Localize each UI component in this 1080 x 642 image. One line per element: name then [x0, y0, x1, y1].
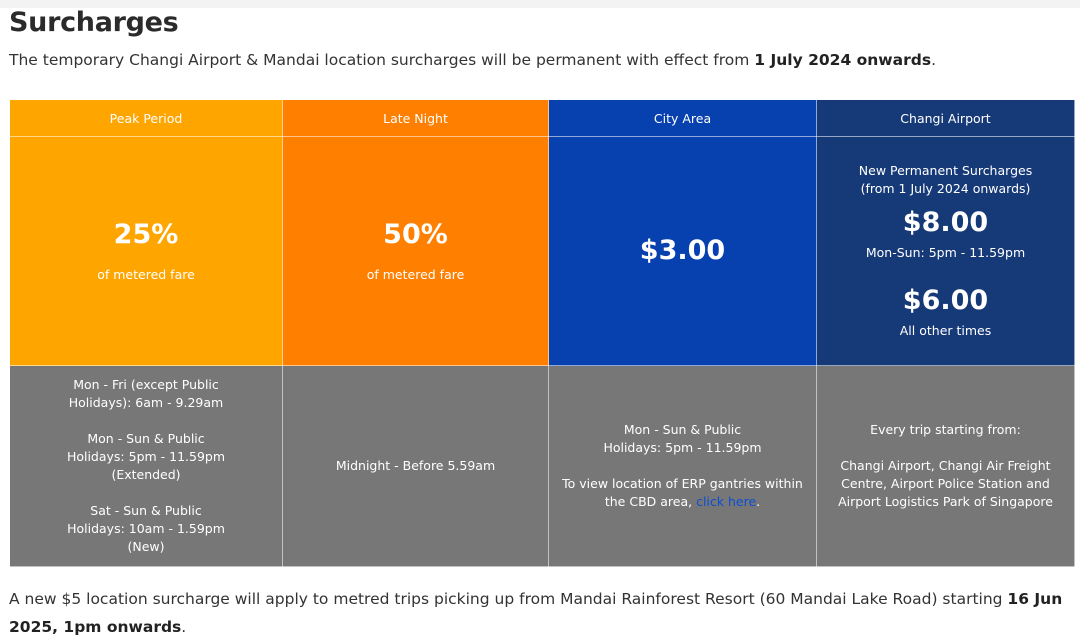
peak-times-line: Sat - Sun & Public	[90, 503, 202, 518]
intro-end: .	[931, 51, 936, 69]
changi-rate-value-1: $8.00	[902, 207, 989, 238]
changi-rate-subheading: (from 1 July 2024 onwards)	[860, 181, 1031, 196]
peak-rate-value: 25%	[113, 219, 179, 250]
intro-body: The temporary Changi Airport & Mandai lo…	[9, 51, 755, 69]
peak-rate-cell: 25% of metered fare	[9, 136, 283, 366]
times-row: Mon - Fri (except Public Holidays): 6am …	[9, 365, 1075, 567]
header-row: Peak Period Late Night City Area Changi …	[9, 99, 1075, 137]
changi-rate-note-1: Mon-Sun: 5pm - 11.59pm	[865, 245, 1026, 260]
changi-times-line: Airport Logistics Park of Singapore	[838, 494, 1053, 509]
changi-rate-cell: New Permanent Surcharges (from 1 July 20…	[816, 136, 1075, 366]
intro-text: The temporary Changi Airport & Mandai lo…	[9, 51, 936, 69]
city-times-line: To view location of ERP gantries within	[562, 476, 803, 491]
footer-body: A new $5 location surcharge will apply t…	[9, 590, 1008, 608]
late-rate-note: of metered fare	[366, 267, 465, 282]
header-peak-period: Peak Period	[9, 99, 283, 137]
peak-times-line: Mon - Fri (except Public	[73, 377, 219, 392]
intro-date: 1 July 2024 onwards	[754, 51, 932, 69]
footer-text: A new $5 location surcharge will apply t…	[9, 585, 1069, 641]
peak-times-cell: Mon - Fri (except Public Holidays): 6am …	[9, 365, 283, 567]
click-here-link[interactable]: click here	[696, 494, 757, 509]
city-times-cell: Mon - Sun & Public Holidays: 5pm - 11.59…	[548, 365, 817, 567]
rate-row: 25% of metered fare 50% of metered fare …	[9, 136, 1075, 366]
changi-times-line: Every trip starting from:	[870, 422, 1021, 437]
peak-times-line: Holidays): 6am - 9.29am	[68, 395, 224, 410]
city-times-erp-text: the CBD area,	[604, 494, 697, 509]
city-times-erp-line: the CBD area, click here.	[561, 493, 804, 511]
city-times-line: Holidays: 5pm - 11.59pm	[603, 440, 762, 455]
late-rate-value: 50%	[383, 219, 448, 250]
city-rate-value: $3.00	[639, 235, 726, 266]
peak-times-line: Holidays: 10am - 1.59pm	[67, 521, 225, 536]
city-times-line: Mon - Sun & Public	[623, 422, 742, 437]
surcharges-table: Peak Period Late Night City Area Changi …	[9, 99, 1075, 567]
changi-rate-note-2: All other times	[899, 323, 992, 338]
footer-date: 16 Jun 2025, 1pm onwards	[9, 590, 1063, 636]
late-times-cell: Midnight - Before 5.59am	[282, 365, 549, 567]
changi-times-line: Centre, Airport Police Station and	[841, 476, 1050, 491]
changi-times-cell: Every trip starting from: Changi Airport…	[816, 365, 1075, 567]
changi-rate-heading: New Permanent Surcharges	[858, 163, 1033, 178]
header-city-area: City Area	[548, 99, 817, 137]
top-strip	[0, 0, 1080, 8]
peak-times-line: (New)	[127, 539, 165, 554]
city-times-erp-end: .	[756, 494, 761, 509]
peak-times-line: (Extended)	[111, 467, 181, 482]
late-times-text: Midnight - Before 5.59am	[335, 458, 496, 473]
changi-times-line: Changi Airport, Changi Air Freight	[840, 458, 1051, 473]
city-rate-cell: $3.00	[548, 136, 817, 366]
late-rate-cell: 50% of metered fare	[282, 136, 549, 366]
peak-times-line: Holidays: 5pm - 11.59pm	[66, 449, 226, 464]
peak-times-line: Mon - Sun & Public	[87, 431, 205, 446]
peak-rate-note: of metered fare	[97, 267, 195, 282]
changi-rate-value-2: $6.00	[902, 285, 989, 316]
header-changi-airport: Changi Airport	[816, 99, 1075, 137]
header-late-night: Late Night	[282, 99, 549, 137]
footer-end: .	[181, 618, 187, 636]
page-title: Surcharges	[9, 7, 179, 38]
